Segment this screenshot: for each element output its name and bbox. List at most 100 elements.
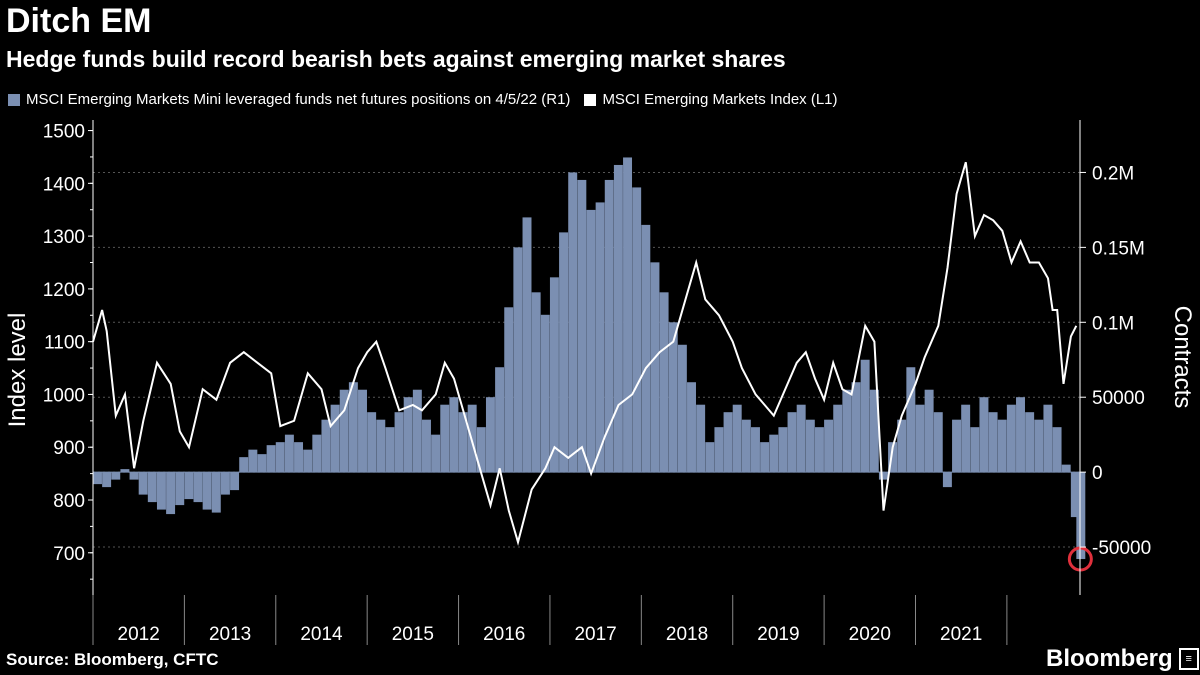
bar [696, 404, 706, 473]
left-tick-label: 800 [53, 491, 85, 512]
bar [668, 322, 678, 473]
bar [559, 232, 569, 473]
x-tick-label: 2021 [940, 624, 982, 645]
bar [147, 472, 157, 503]
bar [714, 427, 724, 473]
bar [156, 472, 166, 510]
bar [961, 404, 971, 473]
chart-legend: MSCI Emerging Markets Mini leveraged fun… [8, 91, 852, 108]
bar [1016, 397, 1025, 473]
bar [111, 472, 121, 480]
bar [659, 292, 669, 473]
right-tick-label: 50000 [1092, 388, 1145, 409]
bar [449, 397, 459, 473]
bar [485, 397, 495, 473]
bar [412, 389, 422, 473]
bar [833, 404, 843, 473]
legend-swatch-index [584, 93, 597, 106]
bar [723, 412, 733, 473]
bar [1043, 404, 1053, 473]
x-tick-label: 2018 [666, 624, 708, 645]
bar [330, 404, 340, 473]
bar [1070, 472, 1080, 518]
bar [878, 472, 888, 480]
bar [824, 419, 834, 473]
bar [211, 472, 221, 513]
bar [924, 389, 934, 473]
bar [120, 469, 130, 473]
right-tick-label: 0.15M [1092, 238, 1145, 259]
bar [239, 457, 249, 473]
bar [687, 382, 696, 473]
bar [549, 277, 559, 473]
bar [604, 179, 614, 473]
bar [348, 382, 358, 473]
bar [531, 292, 541, 473]
bar [741, 419, 751, 473]
legend-item-index: MSCI Emerging Markets Index (L1) [584, 91, 838, 108]
bar [385, 427, 395, 473]
bar [888, 442, 898, 473]
bar [129, 472, 139, 480]
x-tick-label: 2012 [118, 624, 160, 645]
bar [988, 412, 998, 473]
bar [906, 367, 916, 473]
bar [93, 472, 102, 485]
bar [586, 209, 596, 473]
bar [367, 412, 377, 473]
bar [193, 472, 203, 503]
right-tick-label: -50000 [1092, 538, 1151, 559]
bar [166, 472, 176, 515]
bloomberg-logo: Bloomberg ≡ [1046, 645, 1199, 673]
bar [394, 412, 404, 473]
bar [1006, 404, 1016, 473]
bar [979, 397, 989, 473]
bar [540, 314, 550, 473]
chart-subtitle: Hedge funds build record bearish bets ag… [6, 46, 786, 72]
y-axis-right-label: Contracts [1169, 306, 1196, 409]
x-tick-label: 2015 [392, 624, 434, 645]
bar [577, 179, 587, 473]
bar [321, 419, 331, 473]
bar [897, 419, 907, 473]
bar [431, 434, 441, 473]
bar [842, 389, 852, 473]
x-tick-label: 2014 [300, 624, 343, 645]
left-tick-label: 1400 [43, 174, 85, 195]
bar [1025, 412, 1035, 473]
bar [814, 427, 824, 473]
left-tick-label: 1200 [43, 280, 85, 301]
bar [1052, 427, 1062, 473]
bar [440, 404, 450, 473]
y-axis-left-label: Index level [4, 313, 31, 428]
left-tick-label: 1100 [44, 333, 85, 354]
bar [760, 442, 770, 473]
bar [650, 262, 660, 473]
bar [1076, 472, 1086, 560]
bar [294, 442, 304, 473]
bar [422, 419, 431, 473]
legend-label-futures: MSCI Emerging Markets Mini leveraged fun… [26, 91, 571, 108]
bar [933, 412, 943, 473]
bar [623, 157, 633, 473]
bar [1034, 419, 1044, 473]
x-tick-label: 2020 [849, 624, 891, 645]
bar [997, 419, 1007, 473]
right-tick-label: 0 [1092, 463, 1103, 484]
bar [358, 389, 367, 473]
bar [805, 419, 815, 473]
bar [970, 427, 980, 473]
bar [248, 449, 258, 473]
bar [751, 427, 760, 473]
bar [138, 472, 148, 495]
bar [220, 472, 230, 495]
bar [595, 202, 605, 473]
bar [778, 427, 788, 473]
bar [860, 359, 870, 473]
bar [376, 419, 386, 473]
bar [476, 427, 486, 473]
left-tick-label: 1500 [43, 122, 85, 143]
legend-label-index: MSCI Emerging Markets Index (L1) [602, 91, 838, 108]
left-tick-label: 1300 [43, 227, 85, 248]
bar [769, 434, 779, 473]
